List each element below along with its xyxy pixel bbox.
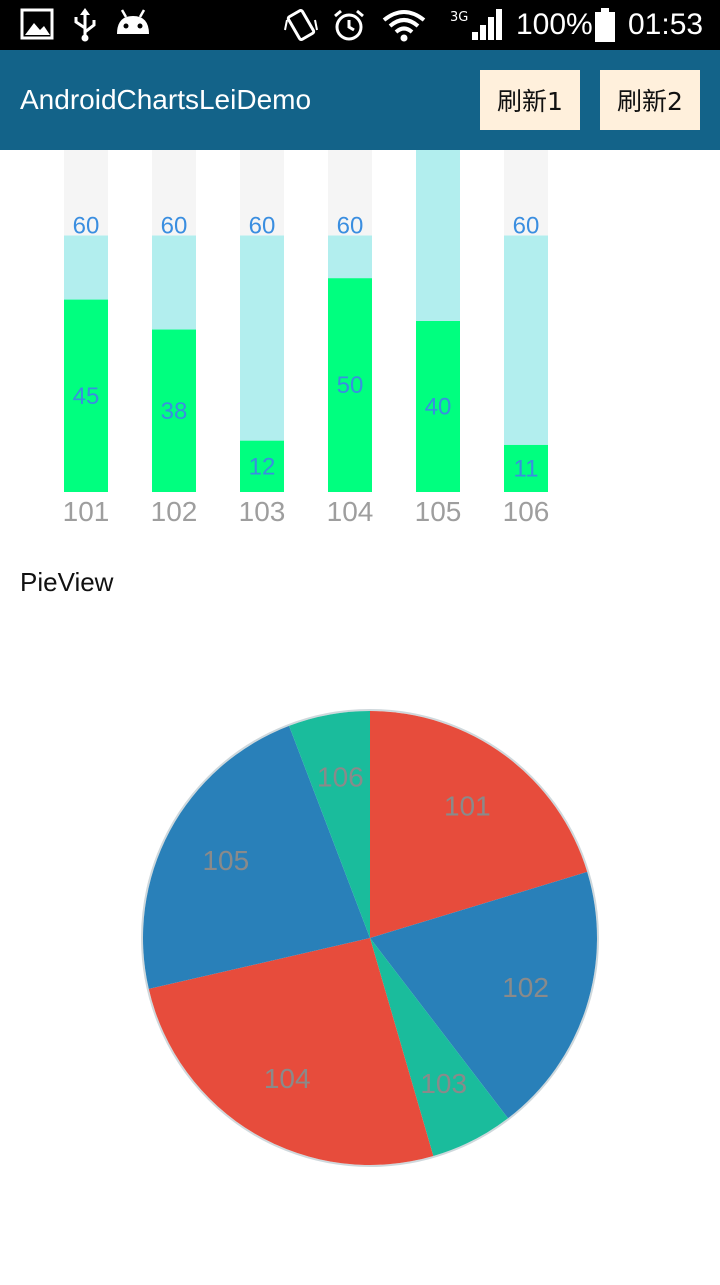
bar-category-label: 105 <box>415 496 462 527</box>
battery-percentage: 100% <box>516 8 593 41</box>
app-bar: AndroidChartsLeiDemo 刷新1 刷新2 <box>0 50 720 150</box>
pie-slice-label: 103 <box>420 1068 467 1099</box>
bar-target-label: 60 <box>513 213 540 240</box>
pie-slice-102 <box>370 871 597 1119</box>
bar-target-label: 60 <box>249 213 276 240</box>
pie-slice-101 <box>370 711 588 938</box>
battery-icon <box>595 8 615 42</box>
bar-target-label: 60 <box>73 213 100 240</box>
bar-category-label: 102 <box>151 496 198 527</box>
bar-category-label: 104 <box>327 496 374 527</box>
pie-slice-105 <box>142 725 370 989</box>
pie-slice-label: 104 <box>264 1063 311 1094</box>
bar-target-label: 60 <box>337 213 364 240</box>
usb-icon <box>74 8 96 42</box>
bar-value-label: 45 <box>73 383 100 410</box>
pie-slice-106 <box>289 711 370 938</box>
bar-value-label: 40 <box>425 394 452 421</box>
bar-category-label: 103 <box>239 496 286 527</box>
network-type-label: 3G <box>450 10 469 25</box>
bar-value-106 <box>504 444 548 492</box>
bar-value-105 <box>416 321 460 492</box>
pie-outline <box>141 709 599 1167</box>
pie-slice-label: 106 <box>317 761 364 792</box>
bar-chart-svg: 60 45 101 60 38 102 60 12 103 60 50 104 40 105 60 11 106 <box>63 150 550 527</box>
bar-value-label: 38 <box>161 398 188 425</box>
bar-value-label: 12 <box>249 453 276 480</box>
pie-slice-103 <box>370 938 508 1156</box>
pie-chart: 101 102 103 104 105 106 <box>0 610 720 1280</box>
status-bar: 3G 100% 01:53 <box>0 0 720 50</box>
bar-value-label: 50 <box>337 372 364 399</box>
refresh-1-button[interactable]: 刷新1 <box>480 70 580 130</box>
pie-section-title: PieView <box>20 567 114 597</box>
bar-value-label: 11 <box>514 455 539 482</box>
wifi-icon <box>382 10 426 42</box>
bar-value-104 <box>328 278 372 492</box>
bar-value-103 <box>240 440 284 492</box>
pie-slice-label: 102 <box>502 972 549 1003</box>
refresh-2-button[interactable]: 刷新2 <box>600 70 700 130</box>
bar-category-label: 106 <box>503 496 550 527</box>
bar-chart: 60 45 101 60 38 102 60 12 103 60 50 104 40 105 60 11 106 <box>0 150 720 540</box>
bar-value-101 <box>64 299 108 492</box>
bar-value-102 <box>152 329 196 492</box>
pie-chart-svg: 101 102 103 104 105 106 <box>141 709 599 1167</box>
bar-category-label: 101 <box>63 496 110 527</box>
image-icon <box>20 8 54 40</box>
alarm-icon <box>334 9 364 41</box>
android-icon <box>117 9 149 34</box>
app-title: AndroidChartsLeiDemo <box>20 84 312 115</box>
bar-target-label: 60 <box>161 213 188 240</box>
pie-slice-104 <box>148 938 434 1166</box>
signal-icon <box>472 9 502 40</box>
pie-slice-label: 101 <box>444 791 491 822</box>
vibrate-icon <box>284 8 318 42</box>
clock: 01:53 <box>628 8 704 41</box>
pie-slice-label: 105 <box>202 845 249 876</box>
